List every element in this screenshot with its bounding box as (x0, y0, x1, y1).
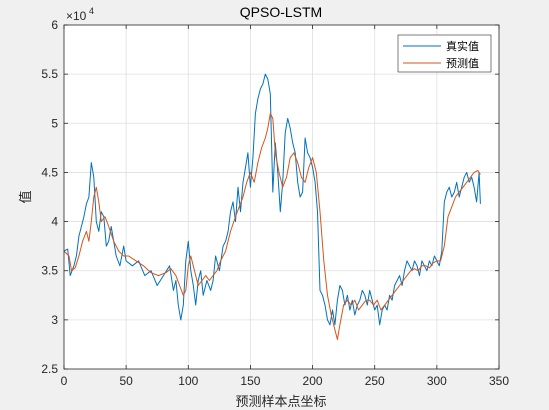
y-tick-label: 3.5 (41, 264, 58, 278)
series-group (63, 73, 481, 340)
plot-frame (63, 24, 500, 370)
legend-label-pred: 预测值 (446, 57, 479, 70)
y-exponent-power: 4 (89, 6, 94, 16)
x-tick-label: 350 (489, 374, 509, 388)
x-tick-label: 200 (303, 374, 323, 388)
y-tick-label: 6 (51, 18, 58, 32)
legend-box (397, 34, 492, 73)
x-tick-label: 50 (119, 374, 133, 388)
legend-label-true: 真实值 (446, 39, 479, 53)
y-tick-label: 4 (51, 215, 58, 229)
legend: 真实值 预测值 (397, 34, 492, 73)
chart-title: QPSO-LSTM (240, 4, 322, 20)
x-tick-label: 250 (365, 374, 385, 388)
y-tick-label: 3 (51, 313, 58, 327)
ticks: 0 50 100 150 200 250 300 350 2.5 3 3.5 4 4.5 5 5.5 6 (41, 18, 509, 388)
y-tick-label: 5.5 (41, 67, 58, 81)
x-axis-label: 预测样本点坐标 (235, 395, 326, 410)
x-tick-label: 100 (178, 374, 198, 388)
y-tick-label: 4.5 (41, 165, 58, 179)
y-exponent-label: ×10 (66, 9, 87, 23)
y-tick-label: 2.5 (41, 362, 58, 376)
x-tick-label: 0 (61, 374, 68, 388)
y-tick-label: 5 (51, 116, 58, 130)
grid (64, 25, 499, 369)
x-tick-label: 150 (240, 374, 260, 388)
x-tick-label: 300 (427, 374, 447, 388)
series-line-pred (63, 113, 481, 340)
y-axis-label: 值 (18, 190, 34, 203)
